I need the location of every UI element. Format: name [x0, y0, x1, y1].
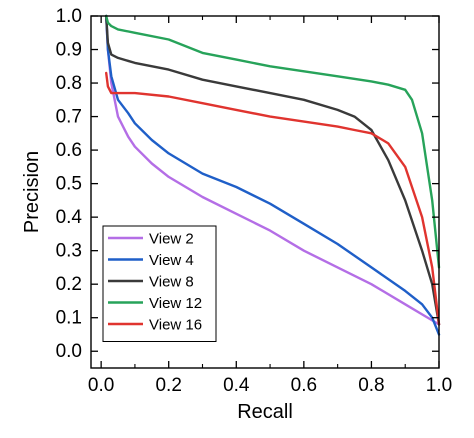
y-tick-label: 0.9	[56, 40, 82, 61]
x-tick-label: 1.0	[426, 375, 452, 396]
legend: View 2 View 4 View 8 View 12 View 16	[102, 225, 217, 342]
y-tick-label: 0.8	[56, 73, 82, 94]
x-tick-label: 0.0	[88, 375, 114, 396]
y-axis-ticks: 0.0 0.1 0.2 0.3 0.4 0.5 0.6 0.7 0.8 0.9 1.0	[56, 6, 439, 362]
legend-label-3: View 12	[149, 295, 202, 312]
legend-box	[102, 225, 217, 342]
y-tick-label: 0.0	[56, 341, 82, 362]
y-tick-label: 0.7	[56, 107, 82, 128]
y-tick-label: 0.1	[56, 308, 82, 329]
y-tick-label: 0.5	[56, 174, 82, 195]
y-tick-label: 1.0	[56, 6, 82, 27]
series-line-4	[105, 71, 441, 326]
y-axis-title: Precision	[21, 151, 43, 233]
y-tick-label: 0.3	[56, 241, 82, 262]
series-line-1	[105, 14, 441, 336]
legend-label-1: View 4	[149, 252, 194, 269]
x-tick-label: 0.6	[291, 375, 317, 396]
y-tick-label: 0.2	[56, 274, 82, 295]
y-tick-label: 0.4	[56, 207, 83, 228]
series-line-3	[105, 14, 441, 269]
series-line-2	[105, 14, 441, 326]
series-lines	[105, 14, 441, 336]
legend-label-4: View 16	[149, 317, 202, 334]
x-tick-label: 0.2	[155, 375, 181, 396]
legend-label-0: View 2	[149, 231, 194, 248]
plot-frame	[90, 15, 440, 369]
y-tick-label: 0.6	[56, 140, 82, 161]
x-tick-label: 0.8	[358, 375, 384, 396]
legend-label-2: View 8	[149, 274, 194, 291]
x-tick-label: 0.4	[223, 375, 250, 396]
x-axis-title: Recall	[237, 401, 293, 423]
series-line-0	[105, 14, 441, 326]
x-axis-ticks: 0.0 0.2 0.4 0.6 0.8 1.0	[88, 16, 452, 396]
